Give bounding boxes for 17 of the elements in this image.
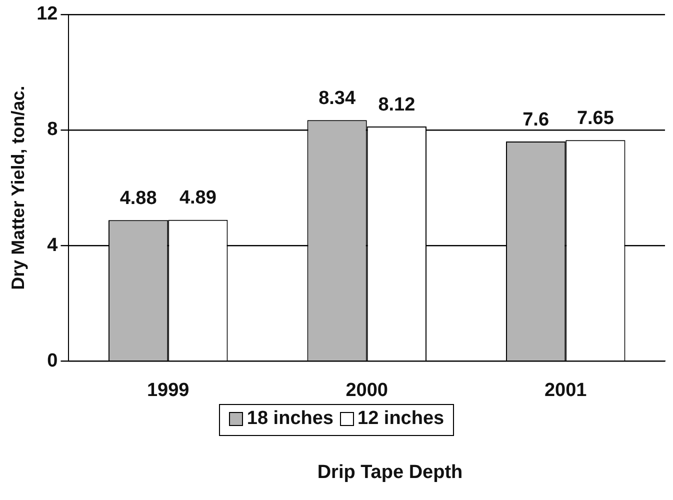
x-axis-title: Drip Tape Depth — [316, 462, 464, 484]
data-label: 7.6 — [522, 109, 550, 130]
x-tick-label: 2000 — [346, 380, 388, 401]
data-label: 8.34 — [318, 88, 356, 109]
legend-label: 18 inches — [246, 408, 334, 430]
data-label: 4.88 — [120, 188, 157, 209]
y-tick-label: 0 — [47, 350, 58, 372]
data-label: 8.12 — [378, 94, 416, 116]
y-tick-label: 12 — [36, 4, 58, 25]
text: 12 inches — [358, 408, 444, 430]
x-tick-label: 1999 — [146, 380, 190, 401]
y-tick-label: 8 — [47, 119, 58, 140]
data-label: 7.65 — [576, 108, 614, 129]
y-tick-label: 4 — [47, 234, 58, 256]
y-axis-title: Dry Matter Yield, ton/ac. — [8, 86, 28, 290]
x-tick-label: 2001 — [544, 380, 588, 401]
data-label: 4.89 — [179, 188, 216, 209]
